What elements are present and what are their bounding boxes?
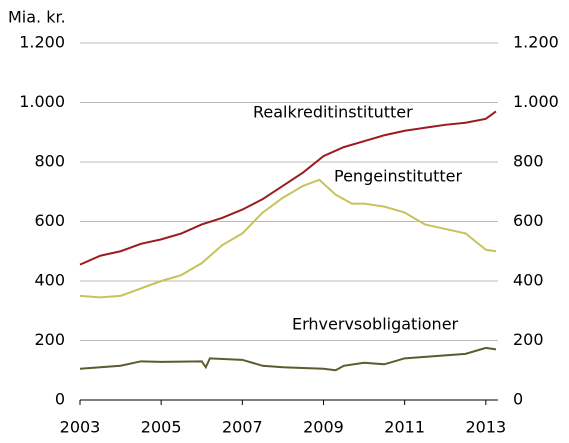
series-label: Realkreditinstitutter bbox=[253, 103, 413, 122]
y-tick-label: 800 bbox=[34, 152, 65, 171]
x-tick-label: 2009 bbox=[303, 418, 344, 437]
series-label: Pengeinstitutter bbox=[334, 167, 463, 186]
y-axis-label: Mia. kr. bbox=[8, 8, 66, 27]
y2-tick-label: 400 bbox=[513, 271, 544, 290]
x-tick-label: 2011 bbox=[384, 418, 425, 437]
y-tick-label: 0 bbox=[55, 390, 65, 409]
y2-tick-label: 200 bbox=[513, 330, 544, 349]
series-line bbox=[79, 346, 497, 372]
y2-tick-label: 600 bbox=[513, 211, 544, 230]
y2-tick-label: 1.200 bbox=[513, 33, 559, 52]
x-tick-label: 2013 bbox=[465, 418, 506, 437]
y2-tick-label: 1.000 bbox=[513, 92, 559, 111]
y-tick-label: 200 bbox=[34, 330, 65, 349]
x-tick-label: 2003 bbox=[60, 418, 101, 437]
y-tick-label: 400 bbox=[34, 271, 65, 290]
y-tick-label: 600 bbox=[34, 211, 65, 230]
y2-tick-label: 800 bbox=[513, 152, 544, 171]
y-tick-label: 1.000 bbox=[19, 92, 65, 111]
series-line bbox=[79, 178, 497, 299]
x-tick-label: 2005 bbox=[141, 418, 182, 437]
x-tick-label: 2007 bbox=[222, 418, 263, 437]
series-line bbox=[79, 110, 497, 266]
y-tick-label: 1.200 bbox=[19, 33, 65, 52]
y2-tick-label: 0 bbox=[513, 390, 523, 409]
series-label: Erhvervsobligationer bbox=[292, 315, 459, 334]
